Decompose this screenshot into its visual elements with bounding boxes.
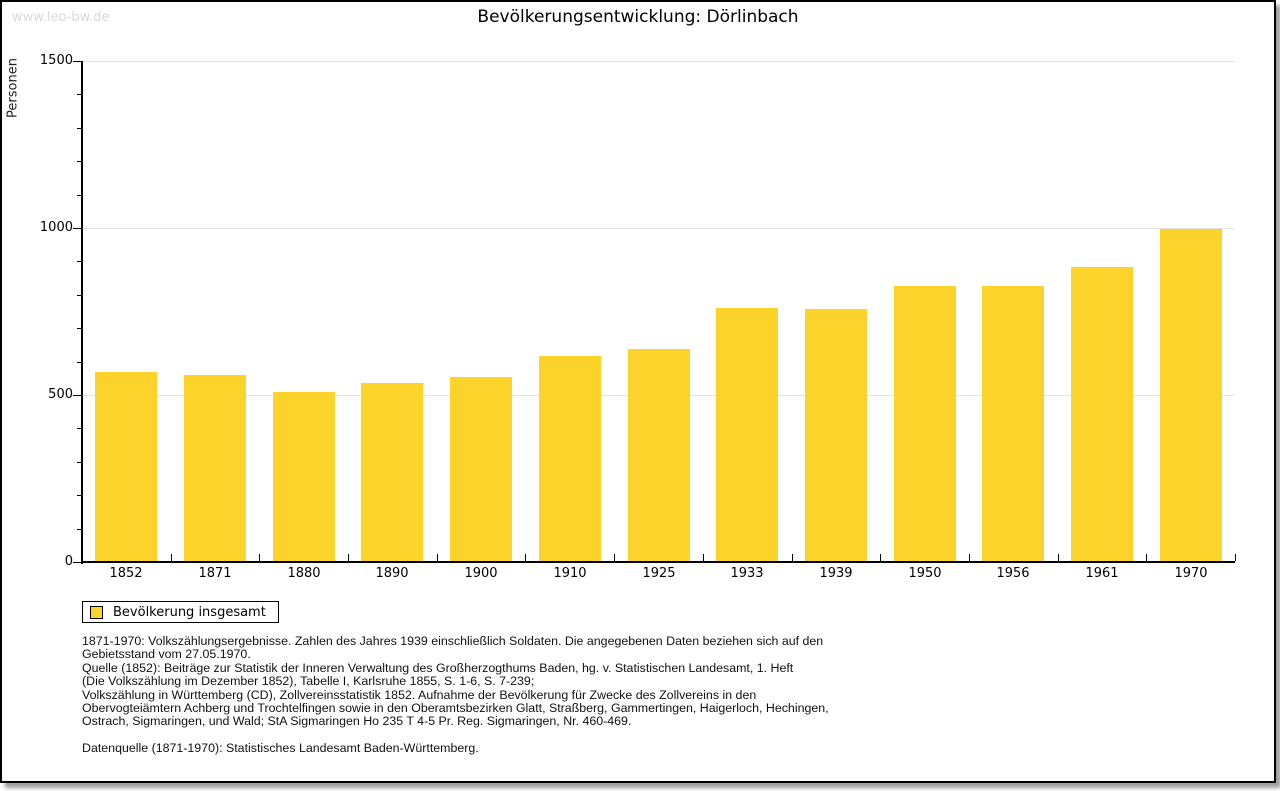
bar-1970 xyxy=(1160,229,1222,561)
bar-1900 xyxy=(450,377,512,561)
x-tick xyxy=(969,554,970,561)
x-tick xyxy=(1146,554,1147,561)
y-axis-line xyxy=(81,61,83,564)
y-major-tick xyxy=(73,228,82,229)
y-minor-tick xyxy=(77,495,82,496)
footnote-line: Ostrach, Sigmaringen, und Wald; StA Sigm… xyxy=(82,714,632,729)
y-minor-tick xyxy=(77,161,82,162)
x-axis-line xyxy=(81,561,1235,563)
x-tick xyxy=(1235,554,1236,561)
x-tick xyxy=(1058,554,1059,561)
y-tick-label: 1000 xyxy=(39,220,73,235)
x-tick-label: 1880 xyxy=(287,566,321,581)
bar-chart: 0 500 1000 1500 1852 1871 1880 1890 1900 1910 1925… xyxy=(2,2,1274,781)
x-tick xyxy=(259,554,260,561)
footnote-line: Gebietsstand vom 27.05.1970. xyxy=(82,647,251,662)
footnote-line: Volkszählung in Württemberg (CD), Zollve… xyxy=(82,687,757,702)
watermark: www.leo-bw.de xyxy=(12,10,110,25)
bar-1961 xyxy=(1071,267,1133,561)
x-tick-label: 1939 xyxy=(819,566,853,581)
bar-1890 xyxy=(361,383,423,561)
footnotes: 1871-1970: Volkszählungsergebnisse. Zahl… xyxy=(82,634,829,768)
x-tick-label: 1910 xyxy=(553,566,587,581)
x-tick xyxy=(703,554,704,561)
page-title: Bevölkerungsentwicklung: Dörlinbach xyxy=(477,7,799,27)
x-tick-label: 1950 xyxy=(908,566,942,581)
x-tick xyxy=(525,554,526,561)
bar-1939 xyxy=(805,309,867,561)
x-tick-label: 1900 xyxy=(464,566,498,581)
bar-1880 xyxy=(273,392,335,561)
x-tick-label: 1933 xyxy=(730,566,764,581)
y-major-tick xyxy=(73,562,82,563)
y-minor-tick xyxy=(77,428,82,429)
footnote-line: (Die Volkszählung im Dezember 1852), Tab… xyxy=(82,674,535,689)
bar-1910 xyxy=(539,356,601,561)
x-tick xyxy=(171,554,172,561)
y-tick-label: 500 xyxy=(48,387,73,402)
x-tick xyxy=(880,554,881,561)
bar-1871 xyxy=(184,375,246,561)
x-tick-label: 1871 xyxy=(198,566,232,581)
footnote-line: 1871-1970: Volkszählungsergebnisse. Zahl… xyxy=(82,634,824,648)
y-major-tick xyxy=(73,61,82,62)
legend-swatch xyxy=(90,605,103,619)
footnote-block: Datenquelle (1871-1970): Statistisches L… xyxy=(82,740,829,755)
x-tick-label: 1970 xyxy=(1174,566,1208,581)
y-tick-label: 1500 xyxy=(39,53,73,68)
y-minor-tick xyxy=(77,94,82,95)
x-tick xyxy=(348,554,349,561)
x-tick-label: 1852 xyxy=(109,566,143,581)
footnote-line: Datenquelle (1871-1970): Statistisches L… xyxy=(82,740,479,755)
x-tick xyxy=(437,554,438,561)
y-minor-tick xyxy=(77,195,82,196)
bar-1933 xyxy=(716,308,778,561)
y-minor-tick xyxy=(77,462,82,463)
x-tick-label: 1956 xyxy=(996,566,1030,581)
x-tick-label: 1890 xyxy=(375,566,409,581)
y-minor-tick xyxy=(77,328,82,329)
gridline xyxy=(82,61,1235,62)
y-minor-tick xyxy=(77,261,82,262)
footnote-block: 1871-1970: Volkszählungsergebnisse. Zahl… xyxy=(82,634,829,729)
x-tick xyxy=(792,554,793,561)
x-tick-label: 1925 xyxy=(642,566,676,581)
y-tick-label: 0 xyxy=(64,554,73,569)
x-tick-label: 1961 xyxy=(1085,566,1119,581)
bar-1950 xyxy=(894,286,956,561)
footnote-line: Obervogteiämtern Achberg und Trochtelfin… xyxy=(82,701,829,716)
legend-label: Bevölkerung insgesamt xyxy=(113,604,266,620)
y-minor-tick xyxy=(77,362,82,363)
y-minor-tick xyxy=(77,128,82,129)
y-minor-tick xyxy=(77,529,82,530)
y-major-tick xyxy=(73,395,82,396)
bar-1852 xyxy=(95,372,157,561)
x-tick xyxy=(614,554,615,561)
footnote-line: Quelle (1852): Beiträge zur Statistik de… xyxy=(82,660,794,675)
bar-1925 xyxy=(628,349,690,561)
gridline xyxy=(82,228,1235,229)
y-minor-tick xyxy=(77,295,82,296)
bar-1956 xyxy=(982,286,1044,561)
legend: Bevölkerung insgesamt xyxy=(82,601,279,623)
